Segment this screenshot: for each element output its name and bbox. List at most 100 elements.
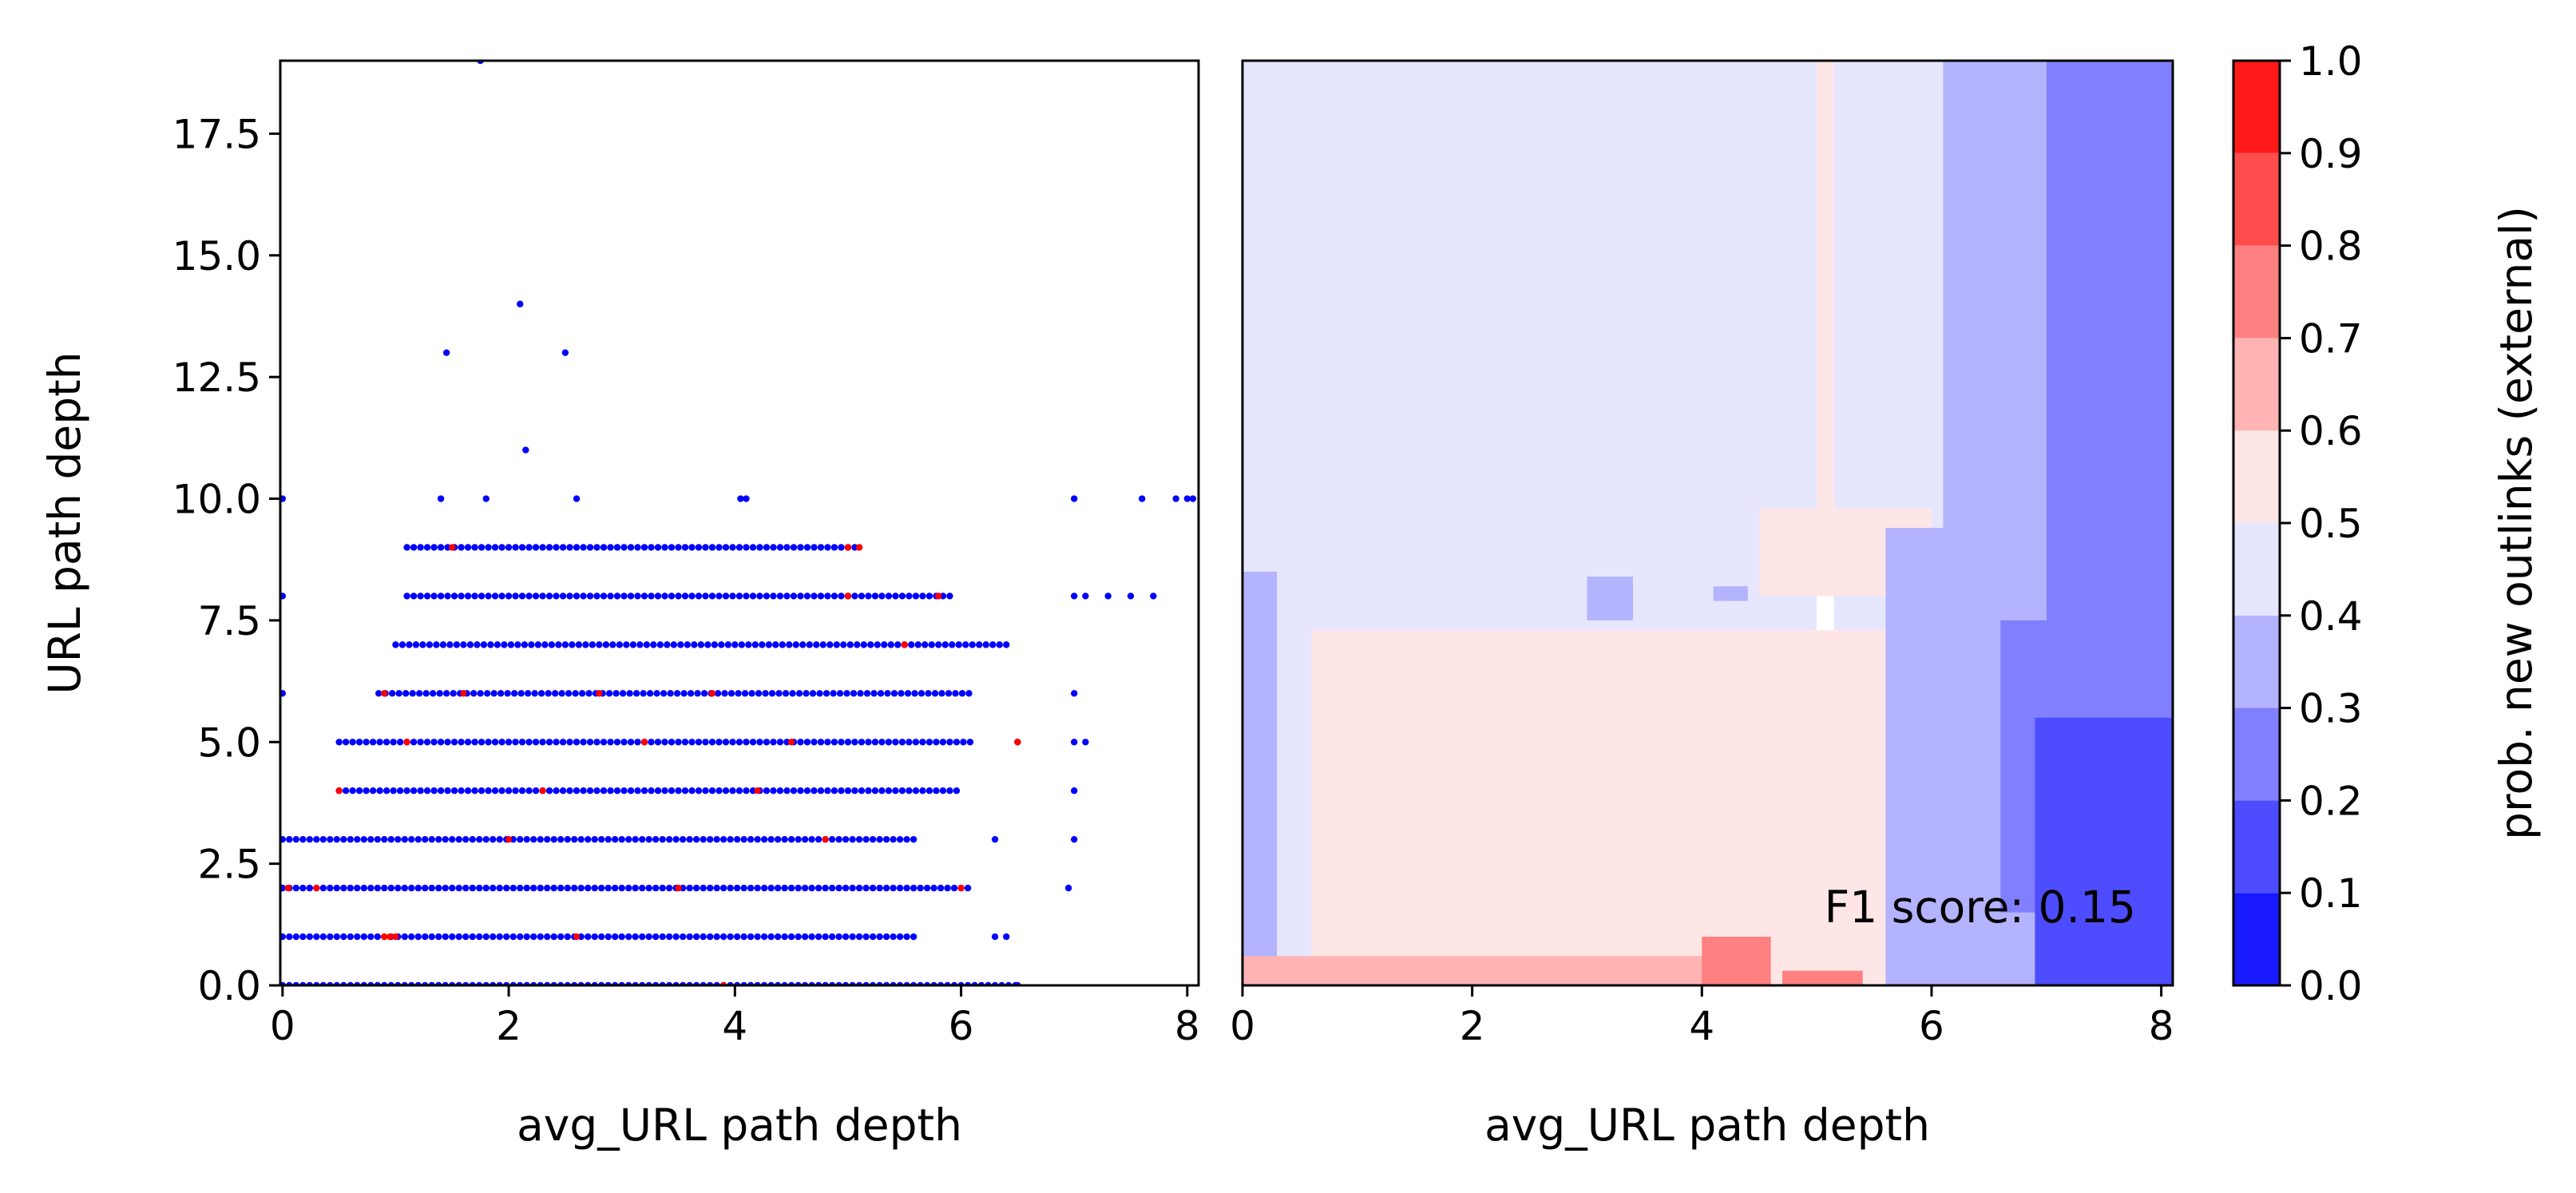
scatter-point-blue [787, 933, 795, 941]
scatter-point-blue [904, 690, 912, 697]
scatter-point-blue [620, 739, 628, 746]
scatter-point-blue [817, 544, 825, 551]
scatter-point-blue [756, 593, 763, 600]
scatter-point-blue [672, 835, 680, 843]
scatter-point-red [1014, 739, 1021, 746]
scatter-panel: 0 2 4 6 8 0.0 2.5 5.0 7.5 10.0 12.5 15.0 17.5 avg_U… [39, 59, 1200, 1151]
scatter-point-blue [892, 787, 899, 795]
scatter-point-blue [444, 787, 451, 795]
scatter-point-blue [740, 835, 747, 843]
scatter-point-blue [896, 884, 904, 892]
scatter-point-blue [394, 884, 402, 892]
heatmap-region-15 [1702, 937, 1771, 985]
scatter-point-blue [450, 593, 458, 600]
scatter-point-blue [596, 641, 603, 648]
scatter-point-blue [890, 690, 898, 697]
scatter-point-blue [795, 933, 802, 941]
scatter-point-blue [636, 641, 644, 648]
scatter-point-blue [803, 690, 810, 697]
scatter-point-blue [306, 884, 314, 892]
scatter-point-blue [898, 787, 906, 795]
scatter-point-blue [908, 641, 915, 648]
scatter-point-blue [846, 641, 854, 648]
scatter-point-blue [851, 593, 858, 600]
scatter-point-blue [551, 690, 559, 697]
scatter-point-blue [890, 835, 897, 843]
scatter-point-blue [286, 835, 293, 843]
scatter-point-blue [770, 544, 777, 551]
scatter-point-blue [591, 884, 598, 892]
scatter-point-blue [573, 739, 581, 746]
scatter-point-blue [747, 884, 755, 892]
scatter-point-blue [571, 835, 578, 843]
scatter-point-blue [708, 593, 716, 600]
scatter-point-blue [946, 787, 953, 795]
scatter-point-blue [762, 690, 769, 697]
scatter-point-blue [505, 739, 513, 746]
scatter-point-blue [858, 593, 866, 600]
scatter-point-blue [390, 739, 397, 746]
heatmap-x-ticks: 0 2 4 6 8 [1230, 985, 2174, 1049]
scatter-point-blue [708, 544, 716, 551]
scatter-point-blue [437, 787, 445, 795]
scatter-point-blue [661, 593, 668, 600]
scatter-point-blue [803, 739, 811, 746]
scatter-point-red [403, 739, 410, 746]
scatter-point-red [844, 593, 852, 600]
scatter-point-blue [808, 933, 815, 941]
scatter-point-blue [874, 641, 881, 648]
scatter-point-blue [699, 835, 707, 843]
scatter-point-blue [618, 884, 625, 892]
scatter-point-blue [714, 690, 722, 697]
scatter-point-blue [539, 593, 546, 600]
scatter-point-blue [795, 690, 803, 697]
scatter-point-blue [333, 835, 341, 843]
colorbar-label: prob. new outlinks (external) [2491, 206, 2542, 840]
scatter-point-blue [1071, 835, 1078, 843]
scatter-point-blue [429, 690, 437, 697]
scatter-point-blue [945, 690, 953, 697]
scatter-point-blue [625, 884, 632, 892]
scatter-point-blue [490, 690, 497, 697]
heatmap-x-tick-label: 6 [1919, 1003, 1944, 1049]
colorbar-tick-label: 0.4 [2299, 593, 2363, 640]
scatter-point-blue [607, 739, 614, 746]
scatter-point-blue [442, 884, 449, 892]
scatter-point-blue [548, 641, 556, 648]
scatter-point-blue [743, 787, 750, 795]
scatter-point-blue [509, 884, 517, 892]
scatter-point-blue [763, 593, 771, 600]
scatter-point-blue [876, 835, 883, 843]
scatter-point-blue [415, 690, 423, 697]
scatter-point-blue [306, 835, 314, 843]
scatter-point-blue [600, 593, 608, 600]
heatmap-region-12 [1242, 571, 1278, 985]
scatter-point-blue [444, 593, 451, 600]
scatter-point-blue [340, 933, 347, 941]
scatter-point-blue [612, 835, 619, 843]
scatter-point-blue [327, 835, 334, 843]
scatter-point-blue [819, 641, 827, 648]
scatter-point-blue [770, 739, 777, 746]
scatter-point-blue [565, 690, 573, 697]
scatter-point-blue [532, 739, 540, 746]
scatter-point-blue [426, 641, 434, 648]
scatter-point-blue [774, 835, 782, 843]
scatter-point-blue [518, 593, 526, 600]
scatter-point-blue [525, 593, 533, 600]
scatter-point-blue [684, 641, 692, 648]
scatter-point-blue [692, 933, 700, 941]
scatter-point-blue [600, 787, 608, 795]
scatter-point-blue [550, 835, 557, 843]
scatter-point-blue [810, 544, 818, 551]
scatter-point-blue [478, 544, 485, 551]
scatter-point-blue [1082, 593, 1089, 600]
scatter-point-blue [892, 739, 899, 746]
scatter-point-blue [933, 739, 940, 746]
scatter-point-blue [498, 544, 505, 551]
scatter-point-red [708, 690, 716, 697]
scatter-point-blue [911, 690, 918, 697]
scatter-point-blue [917, 690, 925, 697]
scatter-point-blue [754, 933, 761, 941]
scatter-point-blue [776, 544, 784, 551]
